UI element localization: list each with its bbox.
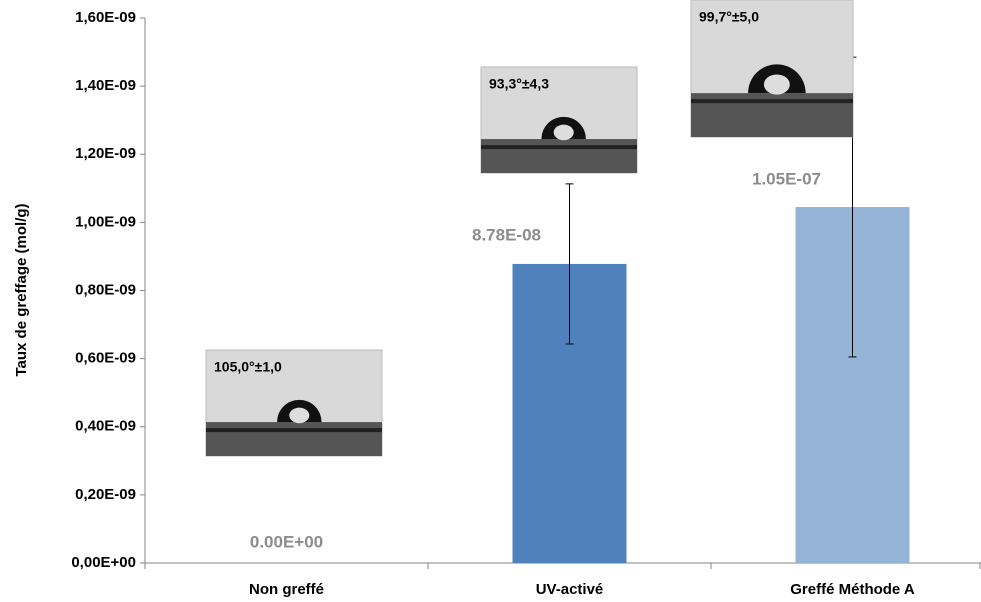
- y-tick-label: 0,40E-09: [75, 418, 136, 435]
- photo-substrate-line: [481, 145, 637, 150]
- photo-substrate: [481, 139, 637, 173]
- contact-angle-label: 105,0°±1,0: [214, 359, 282, 375]
- data-label: 0.00E+00: [250, 532, 323, 551]
- y-tick-label: 0,00E+00: [71, 554, 136, 571]
- droplet-highlight: [763, 74, 790, 95]
- x-tick-label: UV-activé: [536, 581, 604, 598]
- contact-angle-label: 93,3°±4,3: [489, 76, 549, 92]
- y-tick-label: 1,20E-09: [75, 145, 136, 162]
- photo-substrate-line: [691, 99, 853, 104]
- photo-substrate-line: [206, 428, 382, 433]
- y-axis-title: Taux de greffage (mol/g): [13, 203, 30, 376]
- droplet-photo: 99,7°±5,0: [690, 0, 854, 138]
- droplet-photo: 105,0°±1,0: [205, 349, 383, 457]
- data-label: 1.05E-07: [752, 170, 821, 189]
- photo-substrate: [206, 422, 382, 456]
- contact-angle-label: 99,7°±5,0: [699, 9, 759, 25]
- x-tick-label: Non greffé: [249, 581, 324, 598]
- y-tick-label: 1,00E-09: [75, 213, 136, 230]
- droplet-highlight: [553, 124, 574, 141]
- droplet-highlight: [289, 407, 310, 424]
- y-tick-label: 0,80E-09: [75, 281, 136, 298]
- error-bar: [565, 183, 574, 345]
- data-label: 8.78E-08: [472, 225, 541, 244]
- droplet-photo: 93,3°±4,3: [480, 66, 638, 174]
- y-tick-label: 1,60E-09: [75, 9, 136, 26]
- x-tick-label: Greffé Méthode A: [790, 581, 915, 598]
- y-tick-label: 0,60E-09: [75, 350, 136, 367]
- y-tick-label: 0,20E-09: [75, 486, 136, 503]
- y-tick-label: 1,40E-09: [75, 77, 136, 94]
